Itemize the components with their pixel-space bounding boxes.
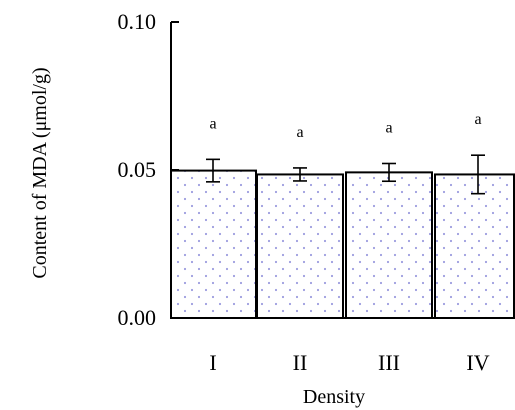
bars bbox=[170, 169, 515, 319]
x-axis-label: Density bbox=[303, 386, 365, 408]
significance-letter: a bbox=[296, 124, 303, 141]
error-bar-II bbox=[293, 167, 307, 182]
error-bar-IV bbox=[471, 154, 485, 195]
bar-I bbox=[170, 169, 257, 319]
y-tick-label: 0.10 bbox=[118, 9, 157, 34]
error-bar-III bbox=[382, 162, 396, 183]
bar-III bbox=[345, 171, 433, 319]
x-tick-label: II bbox=[293, 350, 308, 375]
significance-letters: aa a a bbox=[209, 111, 481, 141]
bar-IV bbox=[434, 173, 515, 319]
bar-II bbox=[256, 173, 344, 319]
y-ticks: 0.00 0.05 0.10 bbox=[118, 9, 179, 330]
error-bars bbox=[206, 154, 485, 195]
y-tick-label: 0.00 bbox=[118, 305, 157, 330]
x-tick-label: I bbox=[209, 350, 216, 375]
significance-letter: a bbox=[209, 115, 216, 132]
y-tick-label: 0.05 bbox=[118, 157, 157, 182]
significance-letter: a bbox=[385, 119, 392, 136]
x-tick-label: IV bbox=[466, 350, 489, 375]
significance-letter: a bbox=[474, 111, 481, 128]
x-tick-label: III bbox=[378, 350, 400, 375]
error-bar-I bbox=[206, 158, 220, 183]
x-tick-labels: I II III IV bbox=[209, 350, 489, 375]
y-axis-label: Content of MDA (μmol/g) bbox=[29, 67, 51, 278]
